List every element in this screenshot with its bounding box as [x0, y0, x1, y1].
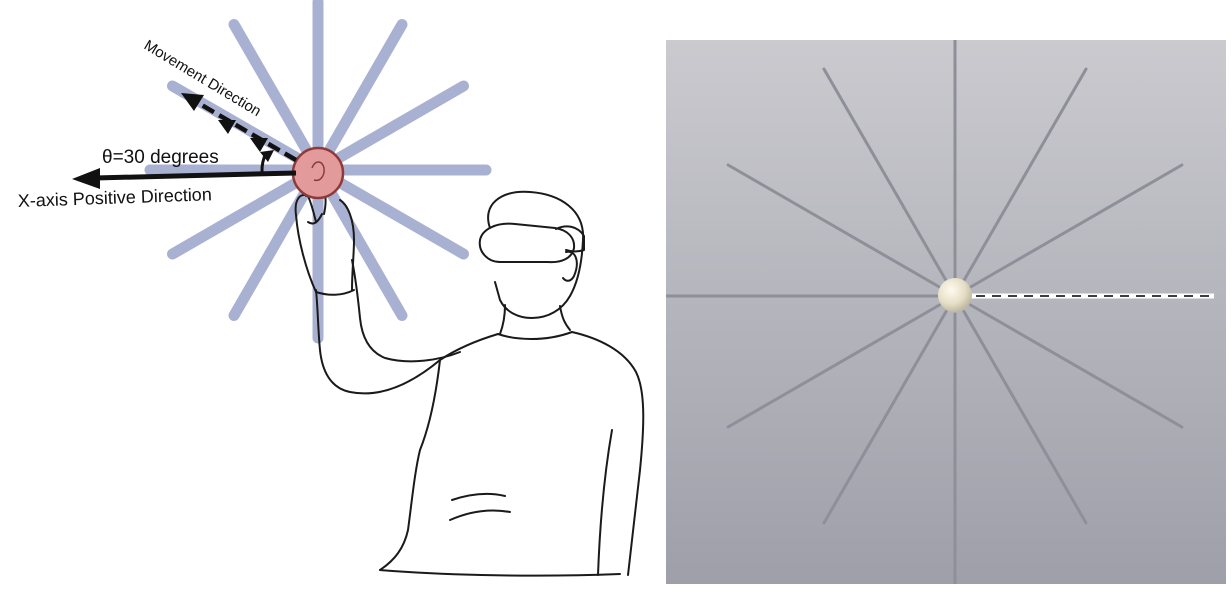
right-spoke-9 — [822, 310, 948, 525]
left-spoke-5 — [228, 19, 324, 176]
right-spoke-11 — [962, 310, 1088, 525]
vr-reach-spokes — [666, 40, 1184, 584]
right-spoke-2 — [969, 163, 1184, 289]
left-spoke-2 — [312, 80, 469, 176]
movement-mid-arrowhead-icon-2 — [250, 138, 268, 152]
right-spoke-5 — [822, 67, 948, 282]
left-spoke-3 — [312, 19, 408, 176]
right-spoke-3 — [962, 67, 1088, 282]
raised-arm-outer — [315, 289, 441, 395]
shirt-hem — [379, 569, 621, 577]
angle-arc-arrowhead-icon — [260, 150, 274, 162]
sleeve-fold — [449, 492, 511, 521]
head-outline — [487, 190, 585, 319]
right-spoke-8 — [726, 303, 941, 429]
vr-headset-icon — [478, 222, 576, 264]
ear — [562, 250, 578, 282]
torso-left-side — [379, 333, 499, 571]
right-shoulder-and-back — [571, 331, 645, 576]
headset-strap — [555, 225, 585, 253]
x-axis-label: X-axis Positive Direction — [17, 184, 212, 211]
angle-label: θ=30 degrees — [102, 147, 219, 168]
left-illustration-panel: Movement Direction θ=30 degrees X-axis P… — [17, 0, 645, 577]
raised-arm-inner — [351, 259, 461, 363]
right-spoke-6 — [726, 163, 941, 289]
collar — [497, 331, 573, 340]
finger-on-target — [311, 161, 325, 182]
cuff — [315, 289, 355, 296]
movement-arrowhead-icon — [181, 93, 204, 111]
person-drawing — [294, 187, 645, 577]
right-spoke-12 — [969, 303, 1184, 429]
left-spoke-12 — [312, 164, 469, 260]
target-disc — [291, 146, 345, 200]
movement-mid-arrowhead-icon — [218, 120, 236, 134]
start-sphere — [938, 278, 972, 312]
hand — [294, 194, 355, 293]
vr-scene-panel — [666, 40, 1226, 584]
neck — [499, 304, 571, 335]
left-spoke-8 — [167, 164, 324, 260]
x-axis-arrow — [94, 170, 297, 181]
right-arm-inner — [597, 429, 613, 576]
x-axis-arrowhead-icon — [72, 168, 100, 189]
